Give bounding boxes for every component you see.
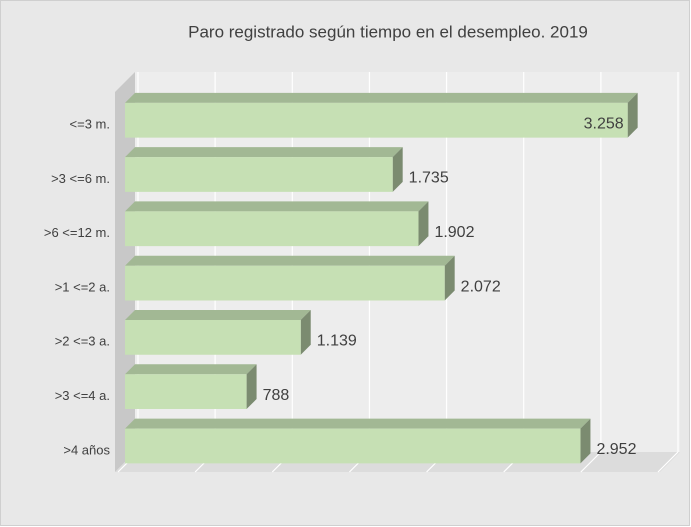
data-label: 1.735: [409, 170, 449, 187]
bar-side: [444, 255, 455, 301]
y-tick-label: >4 años: [63, 442, 110, 457]
bar-front: [125, 265, 445, 301]
floor-grid-line: [580, 451, 602, 473]
y-tick-label: >6 <=12 m.: [44, 225, 110, 240]
bar-front: [125, 374, 247, 410]
data-label: 1.139: [317, 333, 357, 350]
y-tick-label: >1 <=2 a.: [55, 279, 110, 294]
data-label: 3.258: [584, 115, 624, 132]
bar-top: [125, 255, 455, 266]
bar-side: [392, 147, 403, 192]
data-label: 1.902: [434, 224, 474, 241]
bar: [125, 92, 638, 138]
bar: [125, 310, 311, 355]
bar-front: [125, 102, 628, 138]
bar-front: [125, 157, 393, 192]
bar-top: [125, 418, 591, 429]
data-label: 2.952: [596, 441, 636, 458]
bar: [125, 147, 403, 192]
y-tick-label: >3 <=4 a.: [55, 388, 110, 403]
bar-front: [125, 428, 581, 464]
bar: [125, 201, 429, 247]
bar-front: [125, 211, 419, 247]
y-tick-label: <=3 m.: [70, 117, 110, 132]
bar-side: [580, 418, 591, 464]
y-tick-label: >3 <=6 m.: [51, 171, 110, 186]
bar-top: [125, 201, 429, 212]
bar-side: [300, 310, 311, 355]
bar-front: [125, 320, 301, 355]
y-tick-label: >2 <=3 a.: [55, 334, 110, 349]
bar-top: [125, 147, 403, 158]
bar: [125, 255, 455, 301]
data-label: 788: [263, 387, 290, 404]
bar: [125, 364, 257, 410]
bar-side: [418, 201, 429, 247]
bar-side: [627, 92, 638, 138]
bar-top: [125, 364, 257, 375]
bar-top: [125, 92, 638, 103]
bar-top: [125, 310, 311, 320]
bar-side: [246, 364, 257, 410]
data-label: 2.072: [461, 278, 501, 295]
floor-grid-line: [657, 451, 679, 473]
bar: [125, 418, 591, 464]
chart-title: Paro registrado según tiempo en el desem…: [188, 22, 588, 41]
